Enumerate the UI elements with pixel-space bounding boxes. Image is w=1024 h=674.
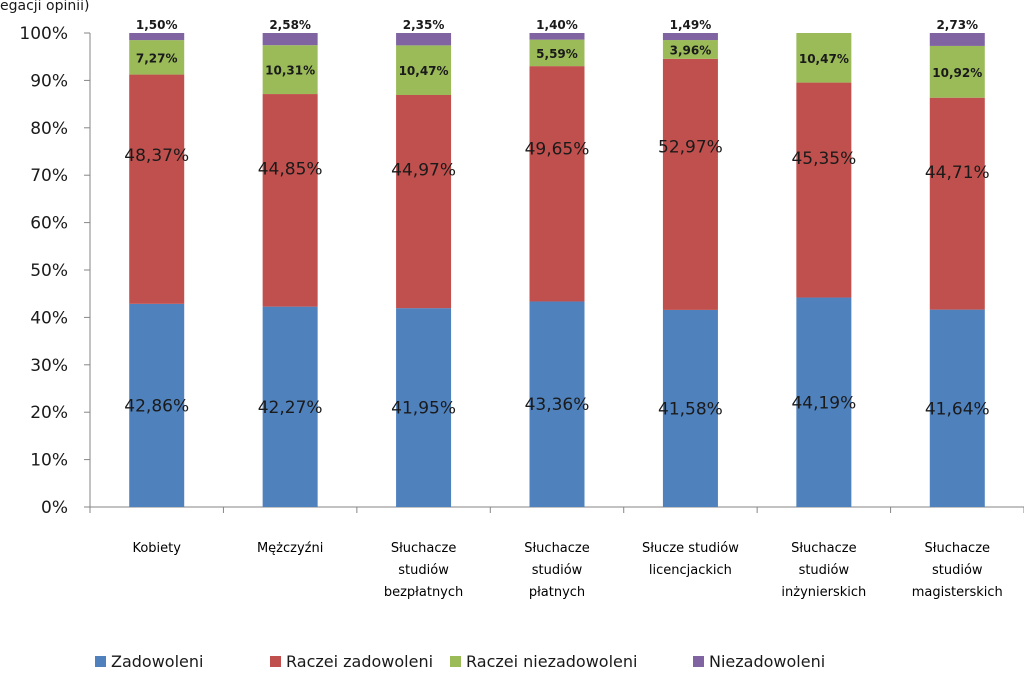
data-label: 43,36% [525, 395, 590, 415]
y-tick-label: 40% [30, 308, 68, 328]
x-tick-label: Kobiety [132, 541, 181, 556]
legend-swatch [693, 656, 704, 667]
x-tick-label: Słuchacze [391, 541, 457, 556]
bar-segment [662, 58, 718, 310]
bar-segment [396, 308, 452, 507]
x-tick-label: studiów [799, 563, 850, 578]
legend-swatch [95, 656, 106, 667]
bar-segment [529, 39, 585, 67]
y-tick-label: 90% [30, 71, 68, 91]
y-tick-label: 60% [30, 214, 68, 234]
x-tick-label: magisterskich [912, 585, 1003, 600]
bar-segment [929, 45, 985, 98]
data-label: 1,40% [536, 18, 578, 32]
bar-segment [929, 33, 985, 46]
x-tick-label: bezpłatnych [384, 585, 463, 600]
bar-segment [662, 40, 718, 59]
data-labels: 42,86% 48,37% 7,27% 1,50% 42,27% 44,85% 10,31%… [124, 18, 989, 419]
y-tick-label: 0% [41, 498, 68, 518]
bar-segment [529, 301, 585, 507]
bar-segment [129, 74, 185, 304]
data-label: 44,85% [258, 159, 323, 179]
data-label: 42,27% [258, 398, 323, 418]
bar-segment [929, 97, 985, 310]
data-label: 2,35% [403, 18, 445, 32]
legend-swatch [450, 656, 461, 667]
x-tick-label: Słuchacze [791, 541, 857, 556]
bar-segment [396, 45, 452, 95]
bar-segment [529, 33, 585, 40]
y-tick-label: 80% [30, 119, 68, 139]
x-tick-label: studiów [532, 563, 583, 578]
data-label: 1,49% [670, 18, 712, 32]
x-tick-label: licencjackich [649, 563, 732, 578]
data-label: 7,27% [136, 51, 178, 65]
data-label: 44,19% [791, 393, 856, 413]
x-tick-label: Słuchacze [524, 541, 590, 556]
data-label: 44,97% [391, 161, 456, 181]
y-tick-label: 10% [30, 451, 68, 471]
data-label: 41,64% [925, 399, 990, 419]
x-tick-label: płatnych [529, 585, 585, 600]
data-label: 41,58% [658, 399, 723, 419]
bars [129, 33, 985, 507]
y-tick-label: 70% [30, 166, 68, 186]
bar-segment [529, 66, 585, 302]
legend-label: Niezadowoleni [709, 652, 825, 671]
bar-segment [662, 33, 718, 41]
x-tick-label: studiów [932, 563, 983, 578]
bar-segment [796, 82, 852, 298]
y-tick-label: 50% [30, 261, 68, 281]
data-label: 2,73% [936, 18, 978, 32]
x-tick-label: Mężczyźni [257, 541, 323, 556]
data-label: 10,31% [265, 64, 315, 78]
data-label: 10,47% [399, 64, 449, 78]
bar-segment [796, 33, 852, 83]
data-label: 48,37% [124, 146, 189, 166]
data-label: 1,50% [136, 18, 178, 32]
data-label: 49,65% [525, 140, 590, 160]
x-tick-label: Słucze studiów [642, 541, 739, 556]
bar-segment [129, 33, 185, 41]
bar-segment [262, 94, 318, 307]
legend-label: Raczei niezadowoleni [466, 652, 637, 671]
legend-label: Raczei zadowoleni [286, 652, 433, 671]
data-label: 52,97% [658, 138, 723, 158]
bar-segment [396, 94, 452, 309]
data-label: 45,35% [791, 149, 856, 169]
bar-segment [662, 309, 718, 507]
bar-segment [129, 303, 185, 507]
data-label: 42,86% [124, 396, 189, 416]
data-label: 10,92% [932, 66, 982, 80]
bar-segment [262, 45, 318, 95]
header-fragment: egacji opinii) [0, 0, 89, 14]
y-tick-label: 30% [30, 356, 68, 376]
y-tick-label: 100% [19, 24, 68, 44]
axes: 0% 10% 20% 30% 40% 50% 60% 70% 80% 90% 100% [19, 24, 1024, 518]
y-tick-label: 20% [30, 403, 68, 423]
data-label: 2,58% [269, 18, 311, 32]
legend-swatch [270, 656, 281, 667]
data-label: 10,47% [799, 52, 849, 66]
bar-segment [129, 40, 185, 75]
bar-segment [262, 33, 318, 46]
bar-segment [796, 297, 852, 507]
bar-segment [929, 309, 985, 507]
data-label: 5,59% [536, 47, 578, 61]
bar-segment [262, 306, 318, 507]
data-label: 41,95% [391, 399, 456, 419]
x-axis-labels: Kobiety Mężczyźni Słuchacze studiów bezpłatn… [132, 541, 1002, 600]
legend-label: Zadowoleni [111, 652, 203, 671]
legend: Zadowoleni Raczei zadowoleni Raczei niezad… [95, 652, 825, 671]
x-tick-label: studiów [398, 563, 449, 578]
x-tick-label: inżynierskich [781, 585, 866, 600]
x-tick-label: Słuchacze [925, 541, 991, 556]
data-label: 44,71% [925, 163, 990, 183]
data-label: 3,96% [670, 43, 712, 57]
bar-segment [396, 33, 452, 46]
